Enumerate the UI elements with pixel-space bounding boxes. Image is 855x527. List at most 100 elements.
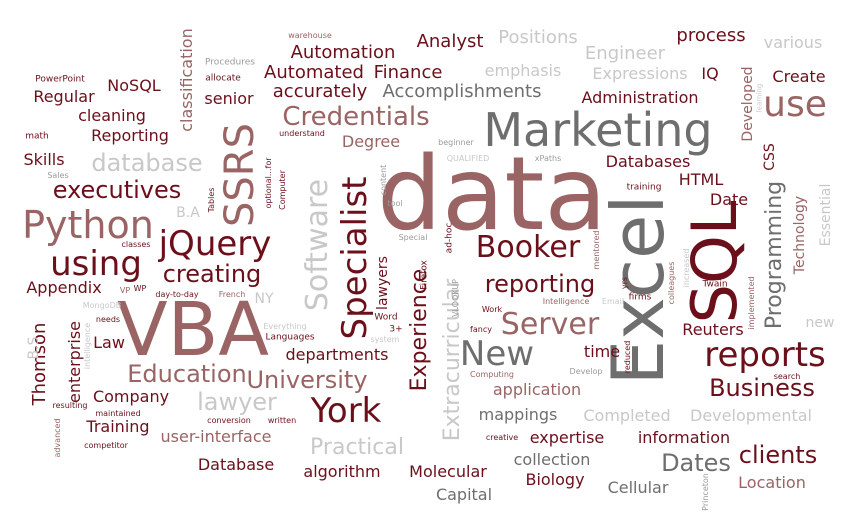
word: Skills: [23, 150, 65, 169]
word: implemented: [747, 276, 756, 330]
word: Word: [374, 312, 398, 323]
word: information: [637, 428, 731, 447]
word: classes: [121, 240, 151, 249]
word: math: [25, 131, 49, 142]
word: Sales: [47, 171, 69, 180]
word: reporting: [484, 270, 596, 298]
word: Reuters: [682, 320, 744, 339]
word: emphasis: [484, 61, 562, 80]
word: French: [218, 290, 246, 299]
word: Education: [127, 360, 247, 388]
word: Reporting: [91, 126, 169, 145]
word: Location: [738, 473, 806, 492]
word: firms: [628, 292, 652, 303]
word: creating: [162, 260, 262, 288]
word: time: [583, 342, 621, 361]
word: reports: [704, 335, 826, 375]
word: use: [763, 84, 827, 125]
word: Software: [300, 178, 335, 312]
word: mappings: [478, 405, 558, 424]
word: Python: [22, 203, 154, 247]
word: Work: [481, 305, 503, 314]
word: search: [773, 372, 801, 381]
word: Degree: [341, 132, 401, 151]
word: understand: [279, 129, 325, 138]
word: Regular: [33, 87, 95, 106]
word: Databases: [605, 152, 691, 171]
word: creative: [485, 433, 519, 442]
word: SQL: [678, 200, 751, 324]
word: Database: [197, 455, 275, 474]
word: increased: [682, 248, 691, 288]
word: Booker: [475, 230, 581, 265]
word: Company: [92, 387, 170, 406]
word: classification: [177, 28, 196, 132]
word: WP: [133, 284, 147, 293]
word: mentored: [592, 230, 601, 270]
word: 3+: [389, 324, 403, 335]
word: Thomson: [29, 322, 50, 406]
word: Expressions: [592, 64, 688, 83]
word: New: [459, 334, 535, 374]
word: process: [676, 25, 746, 46]
word: training: [626, 182, 662, 193]
word: Engineer: [584, 43, 666, 64]
word: colleagues: [667, 261, 676, 305]
word: Languages: [265, 332, 315, 343]
word: Automation: [290, 42, 396, 63]
word: Accomplishments: [382, 81, 542, 102]
word: NY: [254, 291, 274, 307]
word: B.A: [176, 205, 200, 221]
word: IQ: [701, 64, 719, 83]
word: executives: [52, 176, 182, 204]
word: day-to-day: [155, 290, 199, 299]
word: departments: [285, 345, 389, 364]
word: Positions: [498, 27, 578, 48]
word: Essential: [818, 183, 834, 247]
word: Create: [772, 67, 826, 86]
word: Date: [709, 190, 749, 209]
word: Business: [709, 374, 815, 402]
word: system: [370, 335, 400, 344]
word: Analyst: [416, 31, 484, 52]
word: data: [377, 135, 607, 254]
word: Completed: [583, 406, 671, 425]
word: Automated: [264, 62, 364, 83]
word: jQuery: [158, 224, 272, 264]
word: Dates: [661, 449, 731, 477]
word: Credentials: [282, 102, 430, 132]
word: tool: [387, 199, 403, 208]
word: allocate: [205, 73, 241, 84]
word: advanced: [53, 418, 62, 458]
word: accurately: [272, 81, 368, 102]
word: needs: [95, 315, 121, 324]
word: lawyers: [375, 256, 391, 310]
word: Biology: [525, 470, 585, 489]
word: senior: [204, 89, 254, 108]
word: B.S: [26, 336, 42, 360]
word: VLOOKUP: [451, 279, 460, 317]
word: Technology: [792, 195, 808, 275]
word: Developmental: [690, 406, 812, 425]
word: PowerPoint: [35, 74, 85, 85]
word: optional...for: [264, 157, 273, 209]
word: Develop: [569, 367, 603, 376]
word: algorithm: [303, 462, 381, 481]
word: reduced: [623, 340, 632, 374]
word: SSRS: [217, 123, 263, 227]
word: Specialist: [335, 176, 375, 340]
word: Email: [601, 297, 625, 306]
word: clients: [738, 441, 818, 469]
word: database: [91, 149, 203, 177]
word: Computing: [470, 370, 514, 379]
word: expertise: [529, 428, 605, 447]
word: Molecular: [409, 462, 487, 481]
word: Server: [500, 307, 600, 342]
word: CSS: [762, 143, 778, 171]
word: MongoDB: [82, 301, 122, 310]
word: competitor: [84, 441, 128, 450]
word: various: [763, 33, 823, 52]
word: written: [267, 416, 297, 425]
word: fancy: [470, 325, 492, 334]
